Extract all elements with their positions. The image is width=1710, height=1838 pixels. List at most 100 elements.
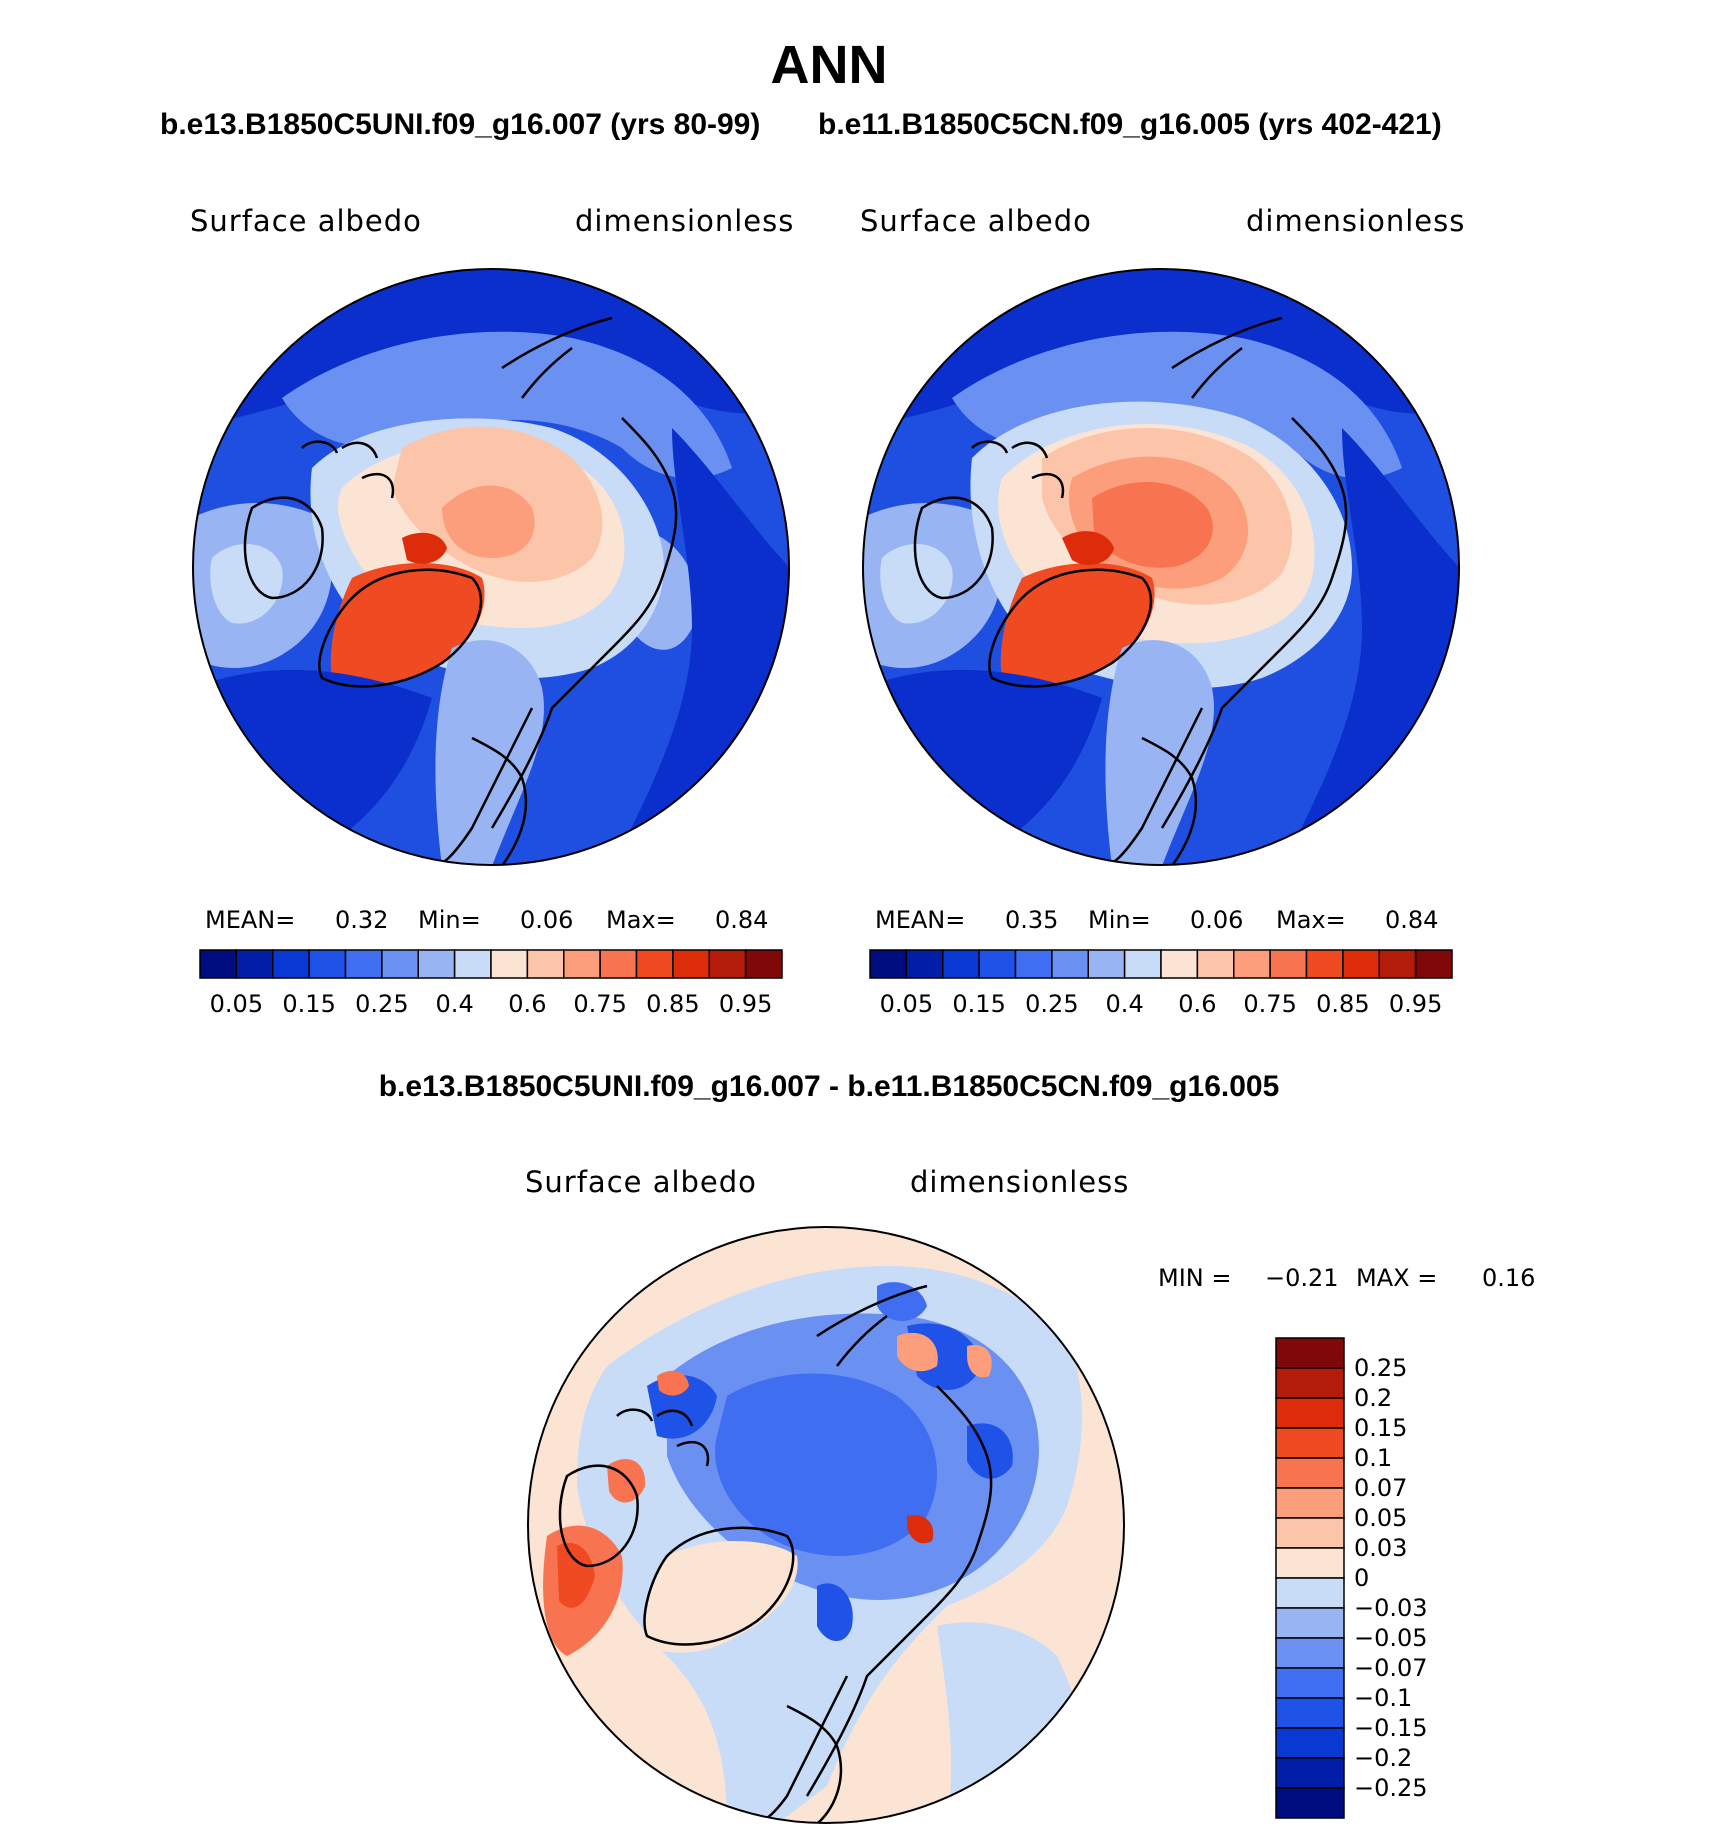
left-max-label: Max=: [606, 906, 676, 934]
diff-variable-label: Surface albedo: [525, 1165, 757, 1199]
difference-colorbar-tick-label: −0.05: [1354, 1624, 1428, 1652]
left-colorbar-tick-label: 0.6: [508, 990, 547, 1018]
left-min-label: Min=: [418, 906, 481, 934]
page-title: ANN: [770, 35, 888, 95]
left-colorbar-swatch: [490, 949, 529, 979]
difference-colorbar: [1275, 1337, 1345, 1819]
right-colorbar-swatch: [1342, 949, 1380, 979]
difference-colorbar-swatch: [1275, 1757, 1345, 1789]
difference-colorbar-swatch: [1275, 1727, 1345, 1759]
diff-min-label: MIN =: [1158, 1264, 1232, 1292]
right-colorbar-swatch: [869, 949, 908, 979]
right-colorbar-tick-label: 0.15: [952, 990, 1006, 1018]
left-mean-label: MEAN=: [205, 906, 296, 934]
left-colorbar-tick-label: 0.15: [282, 990, 336, 1018]
diff-max-value: 0.16: [1482, 1264, 1536, 1292]
right-colorbar-swatch: [978, 949, 1017, 979]
left-colorbar-swatch: [526, 949, 565, 979]
difference-colorbar-tick-label: 0: [1354, 1564, 1370, 1592]
diff-min-value: −0.21: [1265, 1264, 1339, 1292]
left-colorbar-swatch: [708, 949, 747, 979]
right-max-label: Max=: [1276, 906, 1346, 934]
difference-colorbar-swatch: [1275, 1637, 1345, 1669]
left-colorbar-tick-label: 0.05: [209, 990, 264, 1018]
right-colorbar-swatch: [1305, 949, 1344, 979]
difference-colorbar-swatch: [1275, 1547, 1345, 1579]
difference-colorbar-swatch: [1275, 1367, 1345, 1399]
left-colorbar-swatch: [272, 949, 310, 979]
right-colorbar-swatch: [905, 949, 944, 979]
difference-colorbar-tick-label: −0.15: [1354, 1714, 1428, 1742]
right-colorbar-swatch: [1160, 949, 1199, 979]
right-colorbar-tick-label: 0.6: [1178, 990, 1217, 1018]
left-colorbar-swatch: [308, 949, 347, 979]
right-colorbar-tick-label: 0.4: [1105, 990, 1144, 1018]
right-colorbar-tick-label: 0.25: [1025, 990, 1079, 1018]
left-max-value: 0.84: [715, 906, 769, 934]
left-colorbar-tick-label: 0.4: [435, 990, 474, 1018]
left-colorbar-swatch: [381, 949, 419, 979]
left-colorbar-swatch: [453, 949, 492, 979]
right-colorbar-swatch: [1414, 949, 1453, 979]
difference-colorbar-tick-label: 0.1: [1354, 1444, 1393, 1472]
difference-colorbar-tick-label: 0.05: [1354, 1504, 1408, 1532]
left-colorbar-tick-label: 0.85: [646, 990, 700, 1018]
left-colorbar-swatch: [417, 949, 456, 979]
difference-colorbar-tick-label: −0.1: [1354, 1684, 1413, 1712]
right-colorbar-tick-label: 0.85: [1316, 990, 1370, 1018]
right-variable-label: Surface albedo: [860, 204, 1092, 238]
difference-colorbar-tick-label: −0.07: [1354, 1654, 1428, 1682]
left-colorbar: [199, 949, 783, 979]
difference-colorbar-swatch: [1275, 1457, 1345, 1489]
right-min-label: Min=: [1088, 906, 1151, 934]
difference-colorbar-swatch: [1275, 1787, 1345, 1819]
left-colorbar-tick-label: 0.95: [718, 990, 773, 1018]
difference-colorbar-swatch: [1275, 1487, 1345, 1519]
left-colorbar-swatch: [199, 949, 238, 979]
right-colorbar-tick-label: 0.95: [1388, 990, 1443, 1018]
right-colorbar-swatch: [1233, 949, 1271, 979]
left-colorbar-swatch: [344, 949, 383, 979]
right-polar-map: [862, 268, 1460, 866]
difference-colorbar-swatch: [1275, 1337, 1345, 1369]
right-mean-label: MEAN=: [875, 906, 966, 934]
left-mean-value: 0.32: [335, 906, 389, 934]
right-case-title: b.e11.B1850C5CN.f09_g16.005 (yrs 402-421…: [818, 108, 1442, 141]
left-min-value: 0.06: [520, 906, 574, 934]
difference-colorbar-swatch: [1275, 1517, 1345, 1549]
right-max-value: 0.84: [1385, 906, 1439, 934]
right-colorbar-swatch: [1196, 949, 1235, 979]
difference-colorbar-swatch: [1275, 1427, 1345, 1459]
difference-title: b.e13.B1850C5UNI.f09_g16.007 - b.e11.B18…: [378, 1070, 1280, 1103]
right-colorbar-swatch: [1014, 949, 1053, 979]
left-case-title: b.e13.B1850C5UNI.f09_g16.007 (yrs 80-99): [160, 108, 761, 141]
left-colorbar-swatch: [599, 949, 638, 979]
difference-colorbar-swatch: [1275, 1667, 1345, 1699]
difference-colorbar-tick-label: −0.25: [1354, 1774, 1428, 1802]
difference-colorbar-tick-label: 0.07: [1354, 1474, 1408, 1502]
right-colorbar: [869, 949, 1453, 979]
right-colorbar-swatch: [1123, 949, 1162, 979]
left-colorbar-swatch: [563, 949, 601, 979]
left-colorbar-swatch: [635, 949, 674, 979]
difference-polar-map: [527, 1226, 1125, 1824]
difference-colorbar-swatch: [1275, 1607, 1345, 1639]
right-colorbar-swatch: [1087, 949, 1126, 979]
left-colorbar-tick-label: 0.75: [573, 990, 627, 1018]
left-colorbar-swatch: [672, 949, 710, 979]
left-units-label: dimensionless: [575, 204, 795, 238]
difference-colorbar-tick-label: 0.25: [1354, 1354, 1408, 1382]
right-colorbar-swatch: [942, 949, 980, 979]
difference-colorbar-tick-label: −0.03: [1354, 1594, 1428, 1622]
diff-max-label: MAX =: [1356, 1264, 1438, 1292]
right-colorbar-tick-label: 0.75: [1243, 990, 1297, 1018]
difference-colorbar-swatch: [1275, 1397, 1345, 1429]
difference-colorbar-tick-label: −0.2: [1354, 1744, 1413, 1772]
difference-colorbar-swatch: [1275, 1697, 1345, 1729]
right-colorbar-swatch: [1269, 949, 1308, 979]
left-polar-map: [192, 268, 790, 866]
difference-colorbar-swatch: [1275, 1577, 1345, 1609]
right-mean-value: 0.35: [1005, 906, 1059, 934]
right-colorbar-tick-label: 0.05: [879, 990, 934, 1018]
left-colorbar-swatch: [744, 949, 783, 979]
